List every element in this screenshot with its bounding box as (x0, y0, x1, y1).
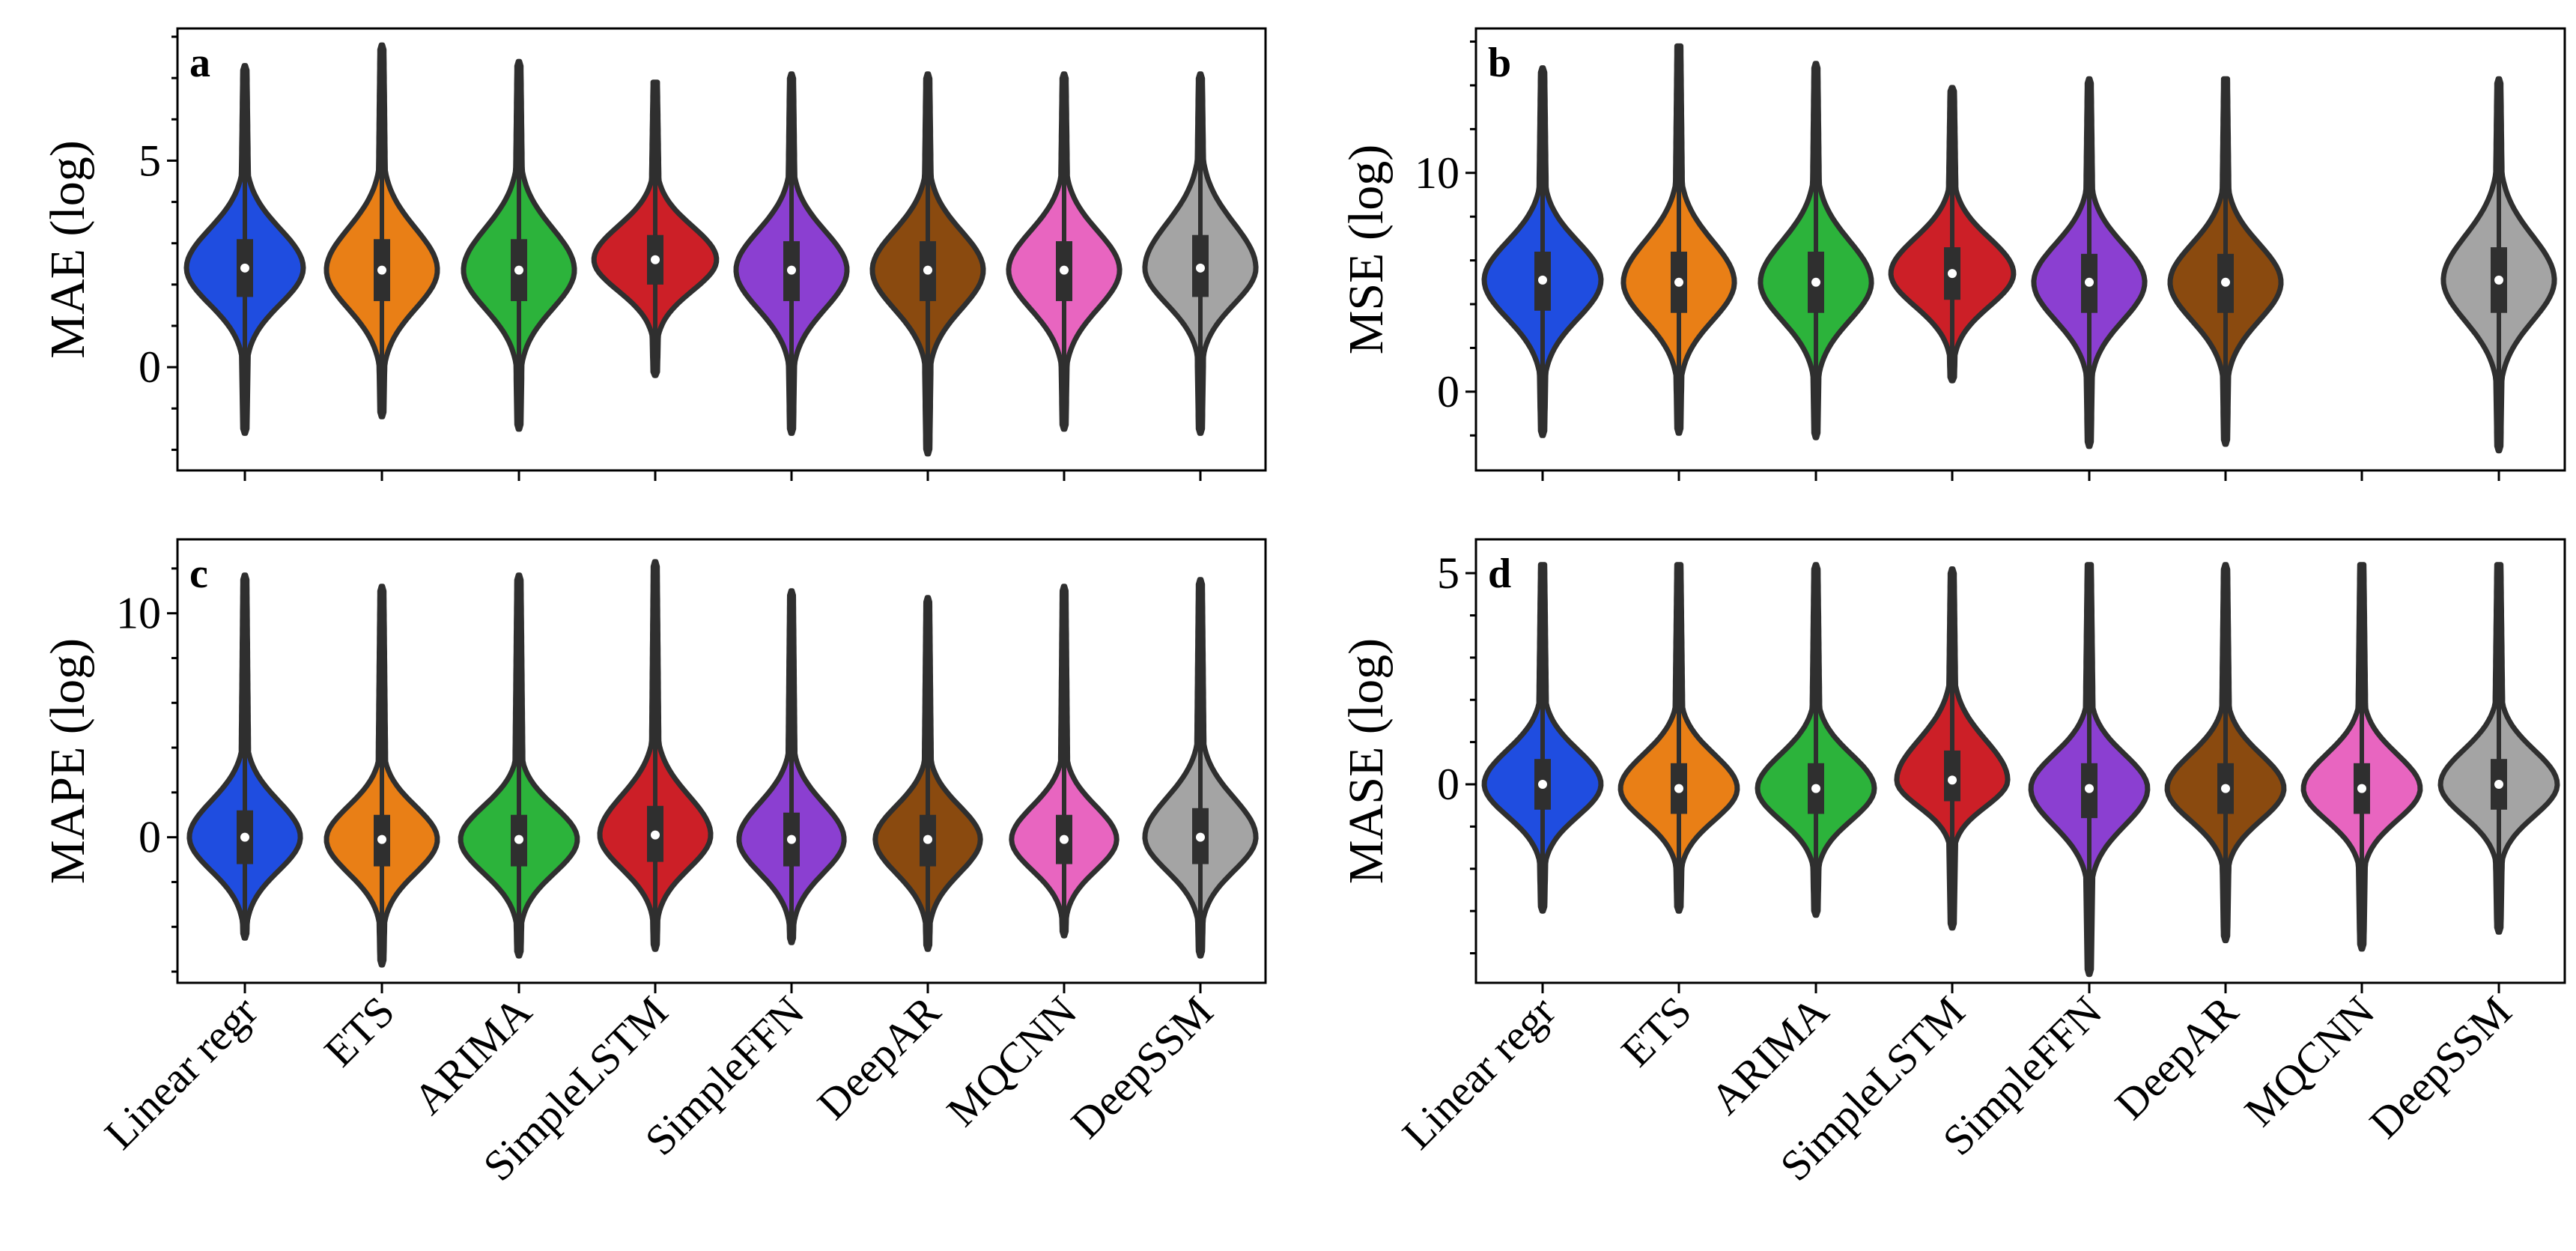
violin-c-ets (323, 584, 440, 968)
violin-b-deepar (2167, 76, 2284, 447)
y-tick-label: 10 (116, 589, 161, 638)
x-tick-label: Linear regr (1393, 987, 1564, 1158)
median-marker (1674, 277, 1683, 287)
panel-b: 0 10 MSE (log) b (1339, 27, 2566, 481)
x-tick-label: Linear regr (95, 987, 267, 1158)
y-tick-label: 5 (1437, 548, 1459, 598)
median-marker (1060, 834, 1069, 844)
y-tick-label: 0 (139, 342, 161, 392)
median-marker (787, 834, 796, 844)
violin-a-simplelstm (591, 79, 720, 378)
violin-d-mqcnn (2300, 562, 2423, 952)
violin-d-deepar (2164, 562, 2287, 944)
x-tick-label: DeepAR (2106, 987, 2248, 1129)
median-marker (787, 265, 796, 275)
x-tick-label: DeepAR (808, 987, 950, 1129)
y-axis-label: MASE (log) (1339, 638, 1394, 884)
violin-d-linear-regr (1481, 562, 1604, 914)
median-marker (2085, 784, 2094, 793)
median-marker (1811, 277, 1820, 287)
axes-frame (176, 27, 1267, 472)
violin-a-ets (323, 42, 440, 419)
median-marker (2357, 784, 2366, 793)
violin-c-mqcnn (1009, 584, 1120, 939)
panel-a: 0 5 MAE (log) a (40, 27, 1267, 481)
violin-c-deepar (872, 595, 983, 952)
violin-b-simplelstm (1888, 85, 2017, 384)
violin-a-linear-regr (183, 63, 306, 436)
axes-frame (1474, 27, 2566, 472)
median-marker (240, 832, 249, 842)
median-marker (651, 830, 660, 840)
x-tick-label: ETS (1611, 987, 1701, 1076)
x-tick-label: DeepSSM (2360, 987, 2521, 1148)
median-marker (1060, 265, 1069, 275)
violin-c-simpleffn (736, 588, 847, 945)
median-marker (1948, 775, 1957, 785)
y-tick-label: 5 (139, 136, 161, 185)
median-marker (651, 255, 660, 264)
axes-frame (1474, 538, 2566, 984)
violin-a-deepar (869, 71, 986, 457)
median-marker (2085, 277, 2094, 287)
median-marker (2494, 780, 2503, 790)
violin-b-linear-regr (1481, 65, 1604, 438)
x-tick-label: DeepSSM (1062, 987, 1223, 1148)
x-tick-label: ARIMA (1701, 987, 1838, 1124)
violin-c-deepssm (1142, 577, 1259, 959)
panel-letter: d (1488, 551, 1511, 597)
y-tick-label: 0 (1437, 367, 1459, 417)
violin-a-mqcnn (1006, 71, 1123, 432)
median-marker (2494, 275, 2503, 285)
violin-a-deepssm (1142, 71, 1259, 436)
violin-c-linear-regr (186, 572, 303, 941)
median-marker (1674, 784, 1683, 793)
y-axis-label: MAPE (log) (40, 638, 95, 884)
x-tick-label: ARIMA (404, 987, 541, 1124)
median-marker (240, 263, 249, 273)
y-axis-label: MSE (log) (1339, 145, 1394, 355)
median-marker (377, 834, 386, 844)
median-marker (377, 265, 386, 275)
x-tick-label: ETS (315, 987, 404, 1076)
y-tick-label: 0 (139, 813, 161, 862)
violin-a-simpleffn (733, 71, 850, 436)
median-marker (514, 834, 523, 844)
median-marker (1948, 269, 1957, 279)
median-marker (2221, 277, 2230, 287)
violin-b-ets (1620, 43, 1737, 436)
violin-d-deepssm (2437, 562, 2560, 935)
y-tick-label: 0 (1437, 760, 1459, 809)
median-marker (923, 834, 932, 844)
violin-d-simpleffn (2028, 562, 2151, 978)
median-marker (1811, 784, 1820, 793)
violin-d-simplelstm (1894, 566, 2011, 931)
y-axis-label: MAE (log) (40, 140, 95, 358)
median-marker (2221, 784, 2230, 793)
median-marker (1196, 263, 1205, 273)
y-tick-label: 10 (1415, 148, 1459, 198)
median-marker (923, 265, 932, 275)
median-marker (1196, 832, 1205, 842)
violin-a-arima (461, 58, 577, 432)
panel-letter: a (189, 40, 210, 86)
violin-b-deepssm (2440, 76, 2557, 454)
axes-frame (176, 538, 1267, 984)
violin-c-simplelstm (597, 559, 714, 952)
violin-b-arima (1758, 61, 1874, 440)
violin-d-ets (1617, 562, 1740, 914)
panel-letter: b (1488, 40, 1511, 86)
violin-c-arima (458, 572, 580, 959)
median-marker (1538, 780, 1547, 790)
median-marker (514, 265, 523, 275)
median-marker (1538, 275, 1547, 285)
violin-d-arima (1755, 562, 1877, 918)
violin-b-simpleffn (2031, 76, 2148, 449)
panel-letter: c (189, 551, 208, 597)
